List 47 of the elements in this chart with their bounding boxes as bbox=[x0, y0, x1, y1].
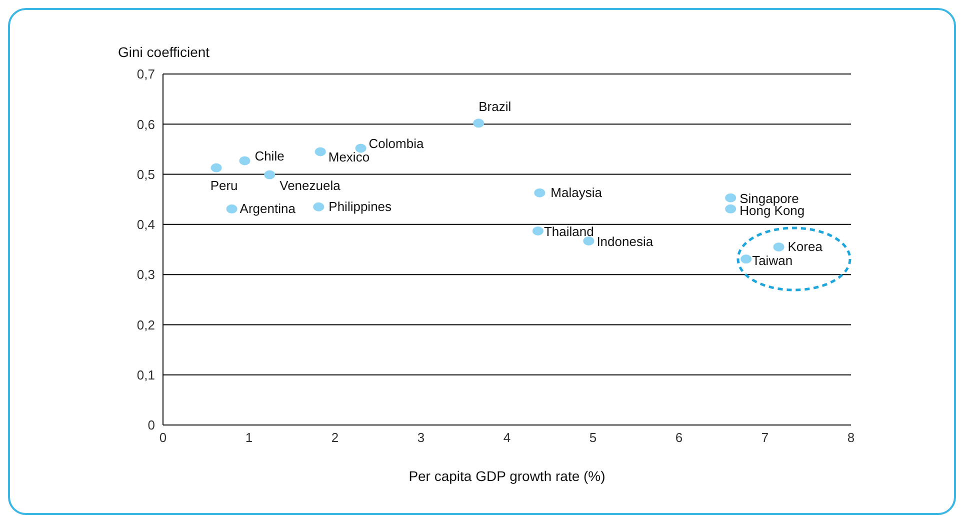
y-tick-label: 0,4 bbox=[136, 217, 155, 232]
annotation: Brazil bbox=[478, 99, 512, 114]
x-tick-label: 4 bbox=[503, 430, 511, 446]
annotation: Singapore bbox=[740, 190, 799, 206]
x-tick-label: 1 bbox=[245, 430, 253, 446]
point bbox=[534, 188, 546, 198]
x-tick-label: 7 bbox=[761, 430, 769, 446]
annotation: Indonesia bbox=[596, 234, 654, 249]
point bbox=[725, 204, 736, 214]
y-axis-title: Gini coefficient bbox=[118, 44, 210, 60]
annotation: Chile bbox=[254, 148, 284, 164]
y-tick-label: 0,1 bbox=[136, 367, 155, 382]
x-axis-title: Per capita GDP growth rate (%) bbox=[408, 468, 606, 484]
y-tick-label: 0 bbox=[148, 418, 155, 433]
annotation: Colombia bbox=[368, 136, 424, 152]
point bbox=[264, 170, 276, 180]
x-tick-label: 6 bbox=[675, 430, 683, 446]
point bbox=[210, 163, 222, 172]
point bbox=[532, 226, 544, 236]
y-tick-label: 0,5 bbox=[136, 166, 155, 182]
point bbox=[583, 236, 594, 246]
y-tick-label: 0,3 bbox=[136, 267, 155, 282]
x-tick-label: 2 bbox=[331, 430, 339, 446]
y-tick-label: 0,6 bbox=[136, 116, 155, 132]
y-tick-label: 0,7 bbox=[136, 66, 155, 82]
point bbox=[725, 193, 736, 202]
x-tick-label: 5 bbox=[589, 430, 597, 446]
annotation: Philippines bbox=[328, 198, 392, 214]
annotation: Thailand bbox=[544, 224, 594, 239]
point bbox=[473, 118, 484, 128]
point bbox=[226, 204, 238, 214]
annotation: Peru bbox=[210, 178, 238, 193]
annotation: Taiwan bbox=[752, 253, 793, 268]
annotation: Mexico bbox=[328, 150, 370, 165]
annotation: Argentina bbox=[240, 200, 296, 216]
point bbox=[314, 147, 326, 156]
point bbox=[740, 254, 752, 264]
y-tick-label: 0,2 bbox=[136, 317, 155, 332]
point bbox=[773, 242, 784, 252]
annotation: Korea bbox=[788, 238, 824, 254]
x-tick-label: 0 bbox=[159, 430, 167, 446]
annotation: Venezuela bbox=[280, 178, 342, 193]
x-tick-label: 3 bbox=[417, 430, 425, 446]
point bbox=[313, 202, 324, 212]
x-tick-label: 8 bbox=[847, 430, 855, 446]
point bbox=[239, 156, 250, 166]
annotation: Malaysia bbox=[550, 184, 603, 200]
